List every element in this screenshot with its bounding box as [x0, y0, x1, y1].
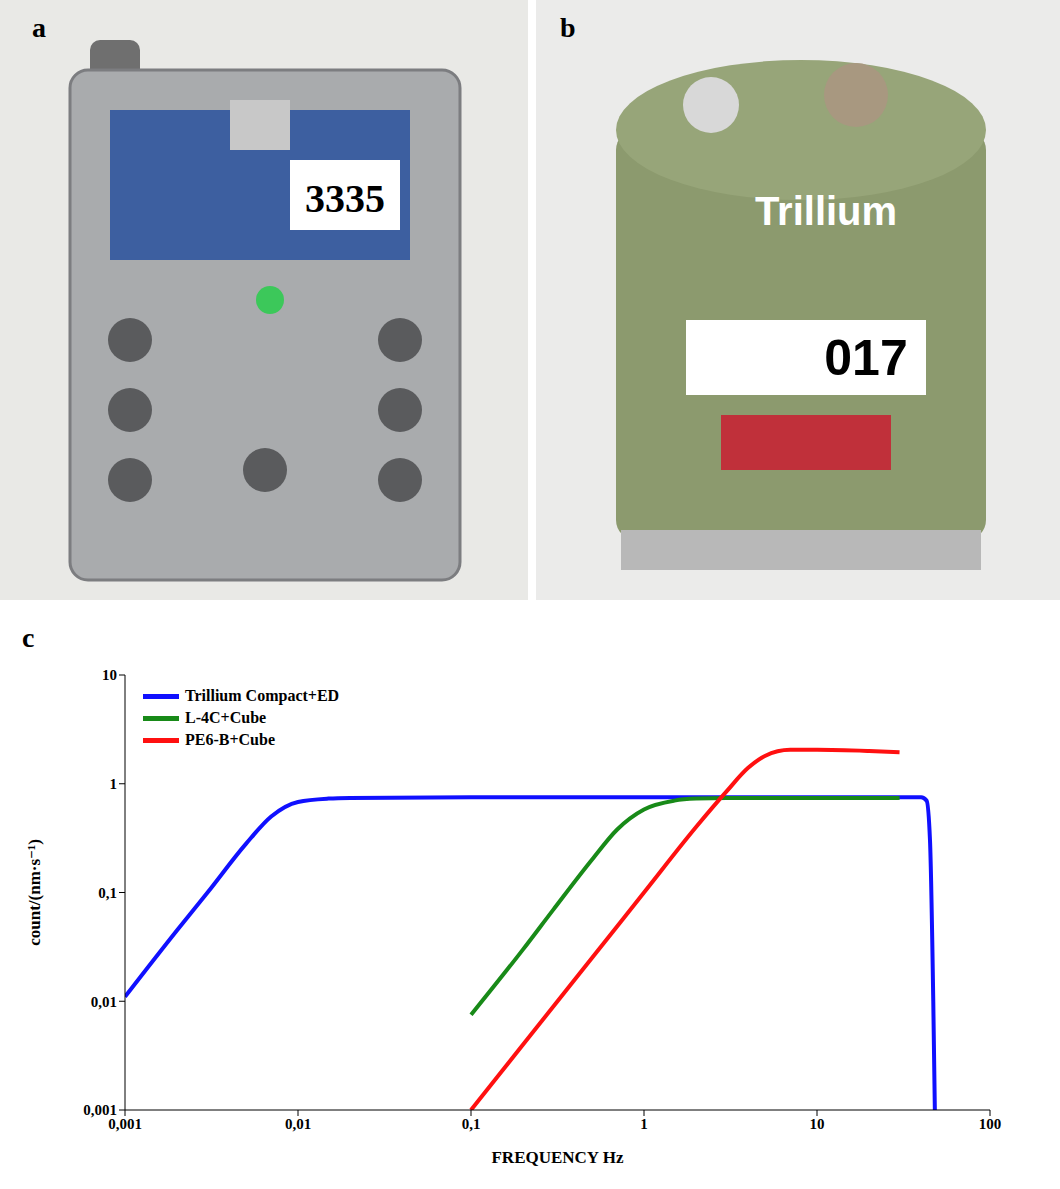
svg-text:0,1: 0,1	[98, 885, 117, 901]
svg-text:0,01: 0,01	[285, 1116, 311, 1132]
html-text:b: b	[560, 12, 576, 43]
html-text:Trillium Compact+ED: Trillium Compact+ED	[185, 687, 340, 704]
svg-text:3335: 3335	[305, 176, 385, 221]
svg-text:1: 1	[640, 1116, 648, 1132]
svg-text:0,01: 0,01	[91, 994, 117, 1010]
svg-text:0,001: 0,001	[108, 1115, 142, 1132]
svg-text:10: 10	[102, 667, 117, 683]
svg-text:1: 1	[110, 776, 118, 792]
svg-text:10: 10	[810, 1116, 825, 1132]
html-text:c: c	[22, 622, 35, 653]
html-text:a: a	[32, 12, 46, 43]
svg-text:count/(nm·s⁻¹): count/(nm·s⁻¹)	[25, 839, 44, 946]
html-text:PE6-B+Cube: PE6-B+Cube	[185, 731, 275, 748]
svg-text:0,1: 0,1	[462, 1116, 481, 1132]
svg-text:100: 100	[979, 1116, 1002, 1132]
svg-text:017: 017	[824, 330, 907, 386]
svg-text:Trillium: Trillium	[755, 189, 897, 233]
svg-text:FREQUENCY Hz: FREQUENCY Hz	[491, 1148, 624, 1167]
svg-text:0,001: 0,001	[83, 1102, 117, 1118]
html-text:L-4C+Cube: L-4C+Cube	[185, 709, 267, 726]
